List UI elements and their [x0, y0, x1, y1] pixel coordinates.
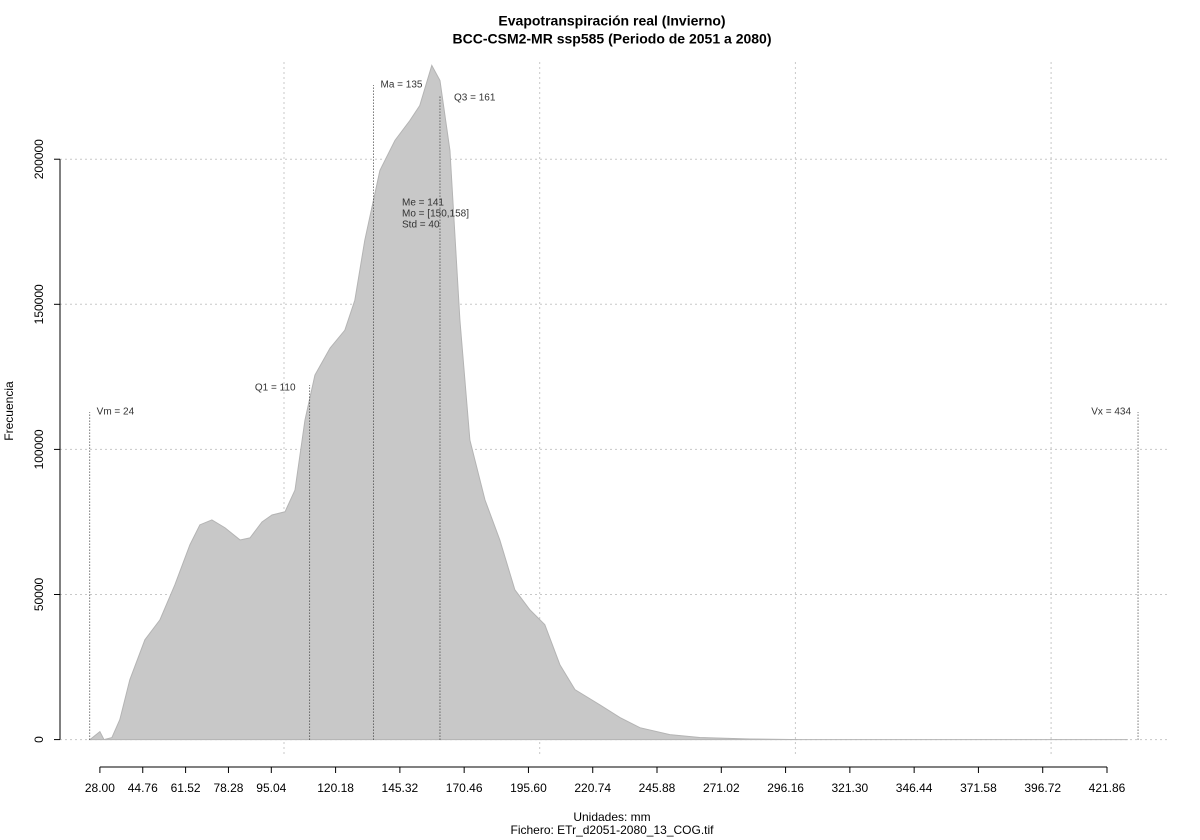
x-tick-label: 28.00 — [85, 781, 115, 795]
stat-label: Std = 40 — [402, 220, 440, 231]
y-tick-label: 0 — [32, 736, 46, 743]
density-area — [88, 64, 1128, 741]
stat-label: Me = 141 — [402, 198, 444, 209]
y-tick-label: 100000 — [32, 429, 46, 469]
x-tick-label: 120.18 — [317, 781, 354, 795]
x-tick-label: 95.04 — [256, 781, 286, 795]
x-tick-label: 170.46 — [446, 781, 483, 795]
stat-label: Mo = [150,158] — [402, 209, 469, 220]
x-tick-label: 195.60 — [510, 781, 547, 795]
x-tick-label: 371.58 — [960, 781, 997, 795]
annotation-label: Vm = 24 — [97, 407, 135, 418]
x-tick-label: 396.72 — [1024, 781, 1061, 795]
x-tick-label: 220.74 — [574, 781, 611, 795]
annotation-label: Vx = 434 — [1091, 407, 1131, 418]
x-axis-title: Unidades: mm — [573, 810, 650, 824]
annotation-label: Q3 = 161 — [454, 93, 496, 104]
y-tick-label: 200000 — [32, 139, 46, 179]
y-axis-title: Frecuencia — [2, 381, 16, 441]
x-tick-label: 271.02 — [703, 781, 740, 795]
y-tick-label: 50000 — [32, 577, 46, 611]
x-tick-label: 44.76 — [128, 781, 158, 795]
chart-title: Evapotranspiración real (Invierno) — [498, 13, 725, 29]
x-tick-label: 78.28 — [213, 781, 243, 795]
chart-subtitle: BCC-CSM2-MR ssp585 (Periodo de 2051 a 20… — [453, 31, 772, 47]
x-tick-label: 145.32 — [382, 781, 419, 795]
x-tick-label: 321.30 — [832, 781, 869, 795]
annotation-label: Ma = 135 — [380, 80, 422, 91]
x-tick-label: 245.88 — [639, 781, 676, 795]
x-tick-label: 61.52 — [171, 781, 201, 795]
caption: Fichero: ETr_d2051-2080_13_COG.tif — [511, 823, 715, 837]
x-tick-label: 346.44 — [896, 781, 933, 795]
x-tick-label: 296.16 — [767, 781, 804, 795]
annotation-label: Q1 = 110 — [255, 383, 296, 394]
y-tick-label: 150000 — [32, 284, 46, 324]
x-tick-label: 421.86 — [1089, 781, 1126, 795]
